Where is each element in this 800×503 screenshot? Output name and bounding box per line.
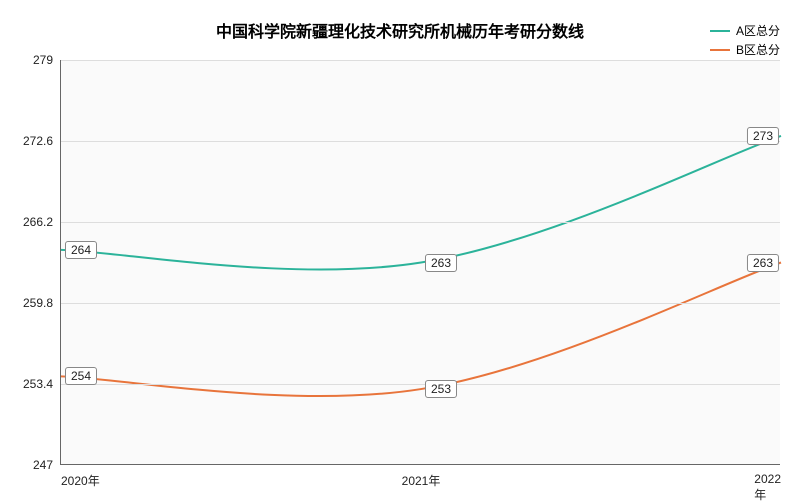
data-label: 264 bbox=[65, 241, 97, 259]
plot-area: 247253.4259.8266.2272.62792020年2021年2022… bbox=[60, 60, 780, 465]
data-label: 263 bbox=[425, 254, 457, 272]
legend-item: B区总分 bbox=[710, 41, 780, 58]
gridline bbox=[61, 141, 780, 142]
gridline bbox=[61, 384, 780, 385]
legend-swatch-a bbox=[710, 30, 730, 32]
legend-swatch-b bbox=[710, 49, 730, 51]
data-label: 273 bbox=[747, 127, 779, 145]
x-tick-label: 2021年 bbox=[402, 472, 441, 489]
series-line bbox=[61, 263, 781, 397]
gridline bbox=[61, 222, 780, 223]
y-tick-label: 253.4 bbox=[23, 377, 53, 391]
plot-svg bbox=[61, 60, 781, 465]
legend-item: A区总分 bbox=[710, 22, 780, 39]
series-line bbox=[61, 136, 781, 270]
x-tick-label: 2020年 bbox=[61, 472, 100, 489]
y-tick-label: 266.2 bbox=[23, 215, 53, 229]
gridline bbox=[61, 60, 780, 61]
data-label: 263 bbox=[747, 254, 779, 272]
chart-title: 中国科学院新疆理化技术研究所机械历年考研分数线 bbox=[216, 18, 584, 42]
x-tick-label: 2022年 bbox=[754, 472, 781, 503]
legend: A区总分 B区总分 bbox=[710, 22, 780, 60]
y-tick-label: 272.6 bbox=[23, 134, 53, 148]
legend-label-a: A区总分 bbox=[736, 22, 780, 39]
legend-label-b: B区总分 bbox=[736, 41, 780, 58]
data-label: 253 bbox=[425, 380, 457, 398]
y-tick-label: 259.8 bbox=[23, 296, 53, 310]
y-tick-label: 279 bbox=[33, 53, 53, 67]
y-tick-label: 247 bbox=[33, 458, 53, 472]
gridline bbox=[61, 303, 780, 304]
data-label: 254 bbox=[65, 367, 97, 385]
chart-container: 中国科学院新疆理化技术研究所机械历年考研分数线 A区总分 B区总分 247253… bbox=[0, 0, 800, 500]
